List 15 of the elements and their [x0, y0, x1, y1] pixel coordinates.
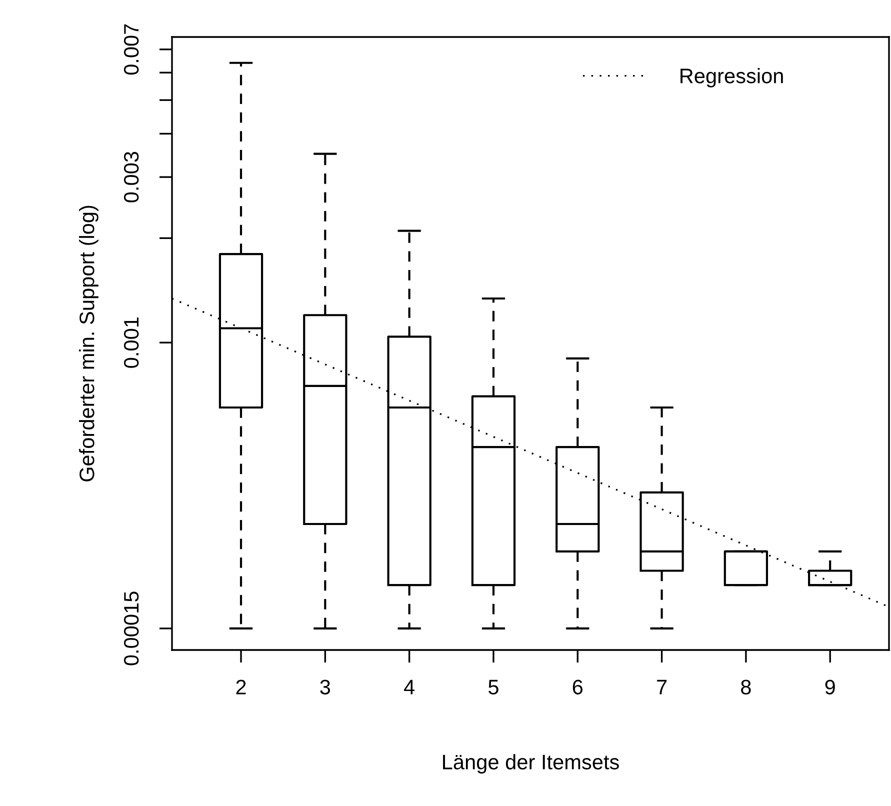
- y-tick-label: 0.003: [124, 152, 139, 202]
- y-tick-label: 0.007: [124, 24, 139, 75]
- x-tick-label: 3: [320, 680, 330, 694]
- x-tick-label: 7: [657, 680, 667, 694]
- x-tick-label: 4: [404, 680, 414, 694]
- y-axis-title: Geforderter min. Support (log): [78, 206, 98, 482]
- x-tick-label: 9: [825, 680, 835, 694]
- y-tick-label: 0.00015: [124, 592, 139, 666]
- legend-label: Regression: [680, 68, 783, 88]
- x-tick-label: 5: [488, 680, 498, 694]
- y-tick-label: 0.001: [124, 318, 139, 368]
- x-tick-label: 6: [572, 680, 583, 694]
- x-tick-label: 2: [236, 680, 246, 694]
- x-tick-label: 8: [741, 680, 751, 694]
- x-axis-title: Länge der Itemsets: [443, 754, 619, 774]
